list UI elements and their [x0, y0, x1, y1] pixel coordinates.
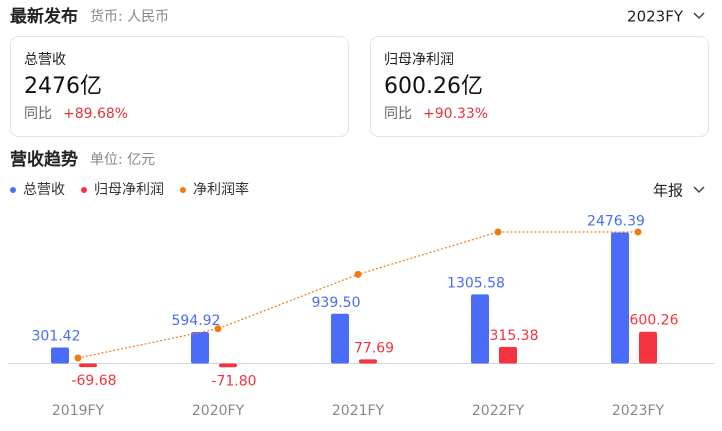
card [10, 36, 349, 137]
legend-label: 总营收 [23, 182, 65, 198]
bar [639, 331, 657, 364]
x-tick-label: 2022FY [472, 403, 525, 419]
bar [331, 313, 349, 364]
value-label: -71.80 [211, 373, 256, 389]
bar [611, 232, 629, 364]
period-type-select[interactable]: 年报 [653, 182, 683, 200]
value-label: 2476.39 [587, 214, 645, 230]
currency: 货币: 人民币 [90, 8, 169, 25]
line-point [214, 325, 222, 333]
x-tick-label: 2019FY [52, 403, 105, 419]
value-label: 594.92 [172, 313, 221, 329]
bar [359, 359, 377, 364]
chevron [693, 186, 705, 194]
legend-dot [10, 187, 16, 193]
card-label: 归母净利润 [384, 51, 454, 68]
bar [499, 346, 517, 364]
legend-label: 净利润率 [193, 181, 249, 198]
card [370, 36, 709, 137]
value-label: 315.38 [490, 328, 539, 344]
line-point [74, 354, 82, 362]
bar [219, 363, 237, 368]
bar [51, 347, 69, 364]
value-label: 301.42 [32, 329, 81, 345]
line-point [494, 228, 502, 236]
line-point [634, 228, 642, 236]
value-label: 1305.58 [447, 275, 505, 291]
header-title: 最新发布 [10, 6, 78, 27]
yoy-value: +90.33% [423, 106, 488, 122]
chevron [693, 12, 705, 20]
value-label: 939.50 [312, 295, 361, 311]
line-point [354, 270, 362, 278]
legend-dot [180, 187, 186, 193]
bar [79, 363, 97, 368]
bar [191, 332, 209, 364]
bar [471, 294, 489, 364]
chart-subtitle: 单位: 亿元 [90, 152, 155, 168]
x-tick-label: 2023FY [612, 403, 665, 419]
yoy-label: 同比 [24, 106, 52, 122]
legend-label: 归母净利润 [94, 181, 164, 198]
value-label: 600.26 [630, 313, 679, 329]
card-value: 600.26亿 [384, 74, 483, 99]
period-select[interactable]: 2023FY [627, 8, 684, 26]
x-tick-label: 2021FY [332, 403, 385, 419]
chart-title: 营收趋势 [10, 149, 78, 170]
value-label: 77.69 [354, 340, 394, 356]
yoy-value: +89.68% [63, 106, 128, 122]
legend-dot [81, 187, 87, 193]
card-value: 2476亿 [24, 74, 102, 99]
yoy-label: 同比 [384, 106, 412, 122]
value-label: -69.68 [71, 373, 116, 389]
x-tick-label: 2020FY [192, 403, 245, 419]
card-label: 总营收 [24, 52, 66, 68]
